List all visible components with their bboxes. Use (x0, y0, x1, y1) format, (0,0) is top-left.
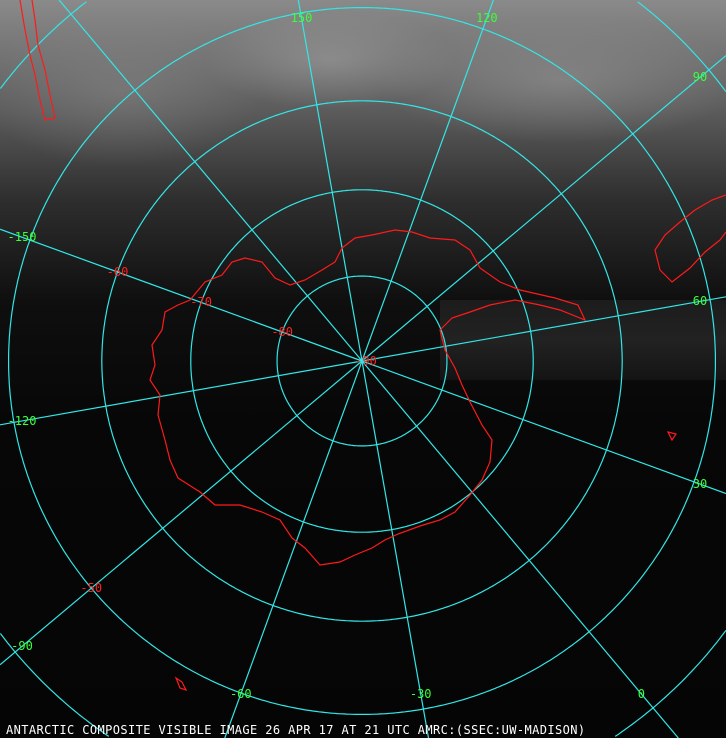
imagery-seam (440, 300, 726, 380)
longitude-label: -60 (229, 687, 252, 701)
parallel-circle (101, 100, 623, 622)
meridian-line (361, 360, 430, 738)
parallel-circle (190, 189, 534, 533)
latitude-label: -80 (271, 324, 293, 339)
longitude-label: 0 (637, 687, 646, 701)
longitude-label: 60 (692, 294, 708, 309)
meridian-line (361, 360, 679, 738)
latitude-label: -50 (80, 581, 103, 596)
antarctica-coastline (149, 229, 587, 566)
meridian-line (0, 228, 363, 362)
longitude-label: -150 (7, 230, 37, 245)
longitude-label: 150 (290, 11, 313, 25)
meridian-line (224, 360, 363, 738)
meridian-line (361, 0, 494, 362)
parallel-circle (276, 275, 448, 447)
pole-label: -90 (355, 354, 377, 368)
longitude-label: -30 (409, 687, 432, 701)
longitude-label: -90 (11, 639, 33, 654)
coastlines (19, 0, 726, 692)
new-zealand-coastline (654, 194, 726, 283)
island-coastline (174, 431, 677, 692)
longitude-label: 120 (475, 11, 498, 25)
longitude-label: -120 (7, 413, 37, 428)
latitude-label: -70 (190, 295, 212, 310)
meridian-line (361, 55, 726, 362)
meridian-line (361, 360, 726, 495)
parallel-circle (8, 7, 716, 715)
meridian-line (58, 0, 363, 362)
longitude-label: 90 (692, 70, 708, 85)
latitude-label: -60 (106, 265, 129, 279)
image-caption: ANTARCTIC COMPOSITE VISIBLE IMAGE 26 APR… (6, 723, 586, 737)
meridian-line (361, 296, 726, 362)
meridian-line (297, 0, 363, 362)
south-america-coastline (19, 0, 56, 121)
meridian-line (0, 360, 363, 666)
longitude-label: 30 (692, 477, 708, 492)
meridian-line (0, 360, 363, 426)
